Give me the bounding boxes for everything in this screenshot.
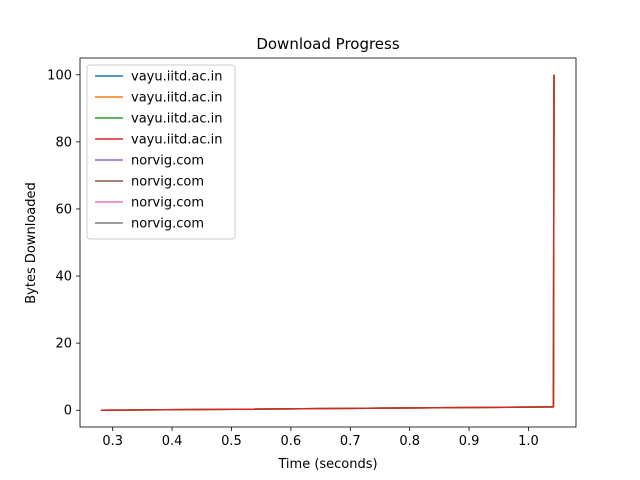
legend-entry-label: vayu.iitd.ac.in [131,133,223,148]
y-axis: 0 20 40 60 80 100 [47,68,80,419]
x-tick-label: 0.4 [162,434,183,449]
legend-entry-label: norvig.com [131,154,204,169]
y-tick-label: 80 [55,135,72,150]
x-tick-label: 0.9 [459,434,480,449]
x-tick-label: 0.7 [340,434,361,449]
x-tick-label: 0.8 [399,434,420,449]
x-axis-label: Time (seconds) [277,457,377,472]
x-tick-label: 0.3 [102,434,123,449]
x-tick-label: 0.5 [221,434,242,449]
plot-frame [79,57,577,428]
x-tick-label: 0.6 [281,434,302,449]
legend-entry-label: norvig.com [131,196,204,211]
legend-entry-label: vayu.iitd.ac.in [131,70,223,85]
legend-entry-label: vayu.iitd.ac.in [131,91,223,106]
y-tick-label: 0 [64,404,72,419]
x-axis: 0.3 0.4 0.5 0.6 0.7 0.8 0.9 1.0 [102,427,539,449]
y-tick-label: 60 [55,202,72,217]
y-tick-label: 100 [47,68,72,83]
x-tick-label: 1.0 [518,434,539,449]
chart-title: Download Progress [256,35,400,53]
legend-entry-label: norvig.com [131,175,204,190]
plot-area [79,57,577,428]
y-axis-label: Bytes Downloaded [24,182,39,303]
y-tick-label: 20 [55,337,72,352]
legend-entry-label: vayu.iitd.ac.in [131,112,223,127]
legend-box [86,64,236,240]
y-tick-label: 40 [55,270,72,285]
legend-entry-label: norvig.com [131,217,204,232]
legend: vayu.iitd.ac.in vayu.iitd.ac.in vayu.iitd.… [86,64,236,240]
series-line-4 [100,74,555,411]
